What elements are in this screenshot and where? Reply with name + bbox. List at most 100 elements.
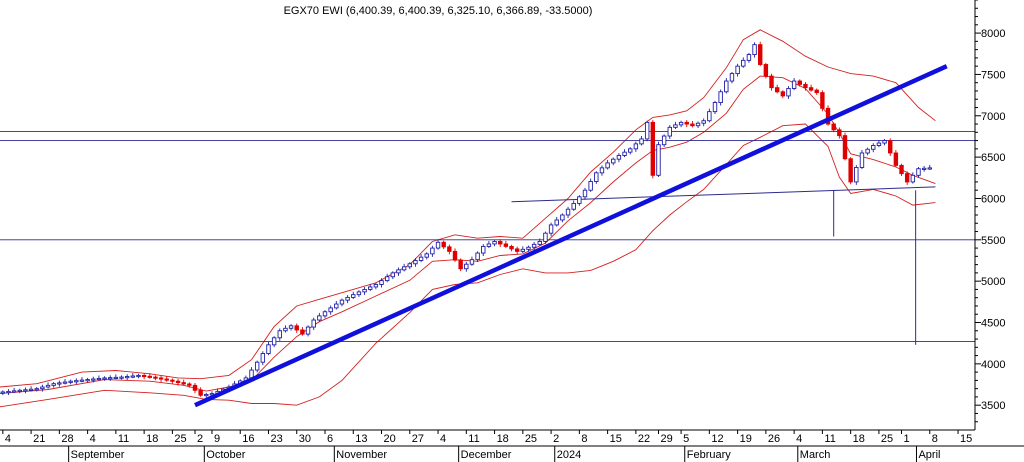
month-label: December [461,449,512,461]
y-tick-label: 4500 [981,318,1005,330]
candle-up [362,288,367,293]
candle-up [876,142,882,146]
candle-up [62,381,68,384]
candle-down [164,378,169,381]
candle-up [543,232,548,242]
candle-up [526,246,531,250]
candle-up [729,73,735,82]
candle-up [435,241,441,249]
x-tick-label: 2 [553,433,559,445]
x-tick-label: 18 [146,433,158,445]
candle-up [368,286,373,290]
candle-up [254,361,260,371]
candle-down [187,383,192,386]
candle-down [848,158,853,183]
candle-up [288,325,294,329]
x-tick-label: 30 [299,433,311,445]
y-tick-label: 8000 [981,28,1005,40]
candle-down [141,374,147,378]
candle-up [40,386,45,390]
candle-up [345,296,350,301]
candle-down [170,379,175,382]
x-tick-label: 26 [768,433,780,445]
candle-down [899,164,904,175]
x-tick-label: 13 [355,433,367,445]
x-tick-label: 18 [497,433,509,445]
candle-up [113,376,119,380]
candle-up [673,124,678,128]
candle-up [34,388,39,391]
candle-up [656,144,661,176]
x-tick-label: 5 [683,433,689,445]
candle-up [45,384,51,388]
candle-down [441,241,446,248]
candle-down [458,259,463,270]
candle-up [741,59,746,67]
x-tick-label: 12 [711,433,723,445]
candle-up [373,284,379,288]
candle-up [605,162,610,169]
candle-up [639,138,644,145]
candle-up [599,167,605,174]
candle-up [17,389,22,392]
horizontal-levels [0,131,975,342]
x-tick-label: 8 [932,433,938,445]
x-tick-label: 6 [327,433,333,445]
candle-down [893,152,899,166]
candle-down [509,245,514,250]
lower-band-line [0,123,936,408]
candle-up [430,247,435,255]
x-tick-label: 27 [412,433,424,445]
candle-up [481,245,486,254]
candle-down [684,121,689,125]
x-tick-label: 25 [525,433,537,445]
candle-down [158,377,164,380]
candle-up [91,378,96,381]
candle-up [351,294,356,298]
candle-up [661,135,667,146]
candle-up [712,102,718,113]
candle-up [277,330,282,339]
candle-up [283,327,288,332]
candle-up [11,390,17,393]
candle-up [611,158,616,164]
x-tick-label: 25 [881,433,893,445]
candle-down [452,250,458,261]
neckline [511,186,936,203]
candle-up [594,172,599,182]
candle-up [667,126,672,137]
x-tick-label: 28 [61,433,73,445]
candle-down [147,375,152,378]
candle-down [803,83,808,89]
candle-up [51,383,56,386]
trendline-group [194,64,948,408]
candle-up [260,353,266,363]
candle-up [486,243,492,247]
x-tick-label: 11 [824,433,835,445]
candle-up [464,263,469,270]
candle-up [565,208,571,216]
x-tick-label: 16 [242,433,254,445]
x-tick-label: 4 [440,433,446,445]
candle-up [322,311,328,317]
candle-up [628,148,633,153]
candle-down [774,87,780,93]
x-tick-label: 9 [214,433,220,445]
candle-up [791,80,797,89]
candle-up [74,380,79,383]
month-label: October [206,449,245,461]
candle-up [916,168,921,176]
candle-up [328,307,333,313]
candle-up [735,65,740,75]
y-tick-label: 3500 [981,400,1005,412]
x-tick-label: 19 [740,433,752,445]
month-label: February [687,449,732,461]
candle-up [554,219,559,226]
candle-up [492,241,497,245]
candle-up [23,389,28,392]
candle-down [650,121,656,176]
candle-down [300,329,305,335]
candle-down [888,140,893,154]
candle-up [396,269,401,274]
